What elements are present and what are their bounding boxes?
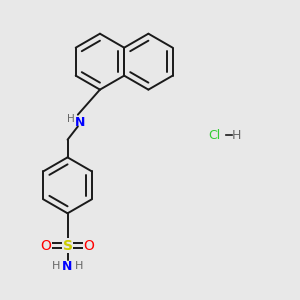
Text: N: N — [62, 260, 73, 273]
Text: O: O — [84, 239, 94, 253]
Text: H: H — [67, 114, 74, 124]
Text: O: O — [40, 239, 52, 253]
Text: N: N — [75, 116, 86, 128]
Text: H: H — [75, 261, 83, 271]
Text: H: H — [232, 129, 242, 142]
Text: H: H — [52, 261, 61, 271]
Text: Cl: Cl — [209, 129, 221, 142]
Text: S: S — [63, 239, 73, 253]
